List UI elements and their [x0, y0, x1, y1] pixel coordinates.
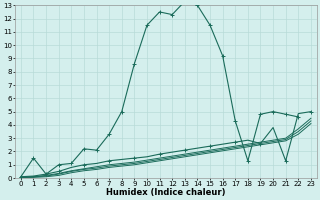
X-axis label: Humidex (Indice chaleur): Humidex (Indice chaleur): [106, 188, 226, 197]
